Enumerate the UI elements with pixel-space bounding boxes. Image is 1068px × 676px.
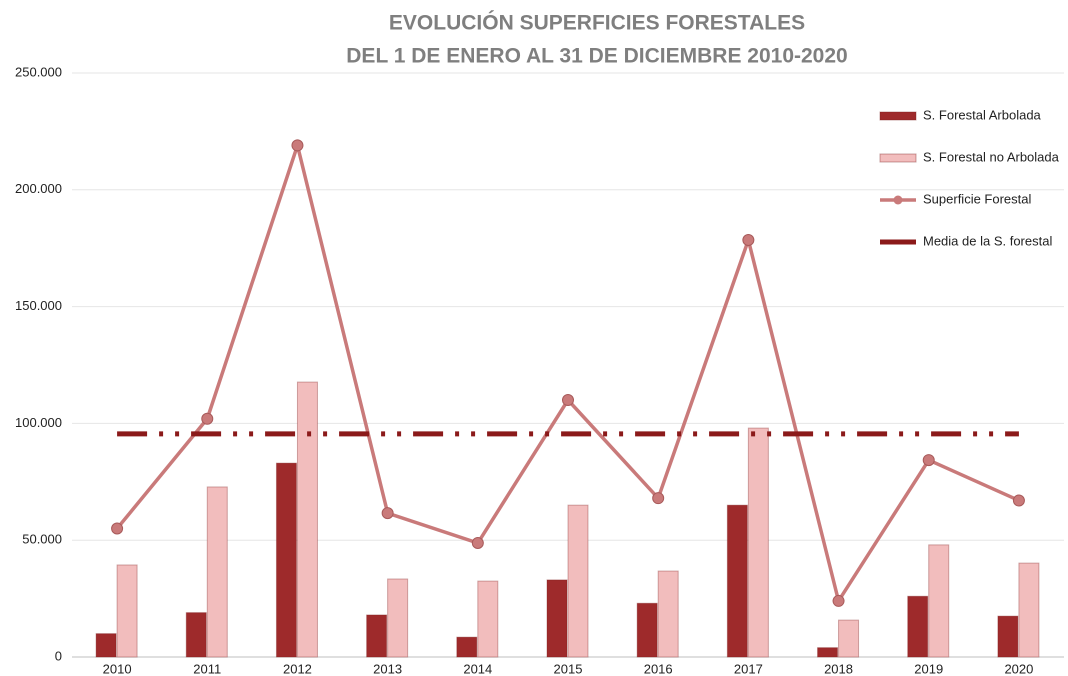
y-tick-label: 200.000: [15, 181, 62, 196]
y-tick-label: 100.000: [15, 415, 62, 430]
bar: [185, 612, 207, 658]
bar: [1018, 562, 1040, 658]
x-tick-label: 2015: [554, 661, 583, 676]
legend-swatch: [893, 195, 903, 205]
marker: [562, 394, 574, 407]
bar: [296, 381, 318, 658]
marker: [381, 507, 394, 520]
legend-label: S. Forestal Arbolada: [923, 107, 1042, 122]
marker: [201, 412, 214, 425]
y-tick-label: 250.000: [15, 64, 62, 79]
bar: [997, 615, 1019, 658]
legend-label: Superficie Forestal: [923, 191, 1031, 206]
x-tick-label: 2014: [463, 661, 492, 676]
marker: [291, 139, 304, 152]
y-tick-label: 50.000: [22, 532, 62, 547]
bar: [387, 578, 409, 658]
marker: [111, 522, 124, 535]
bar: [546, 579, 568, 658]
bar: [907, 595, 929, 658]
x-tick-label: 2017: [734, 661, 763, 676]
bar: [657, 570, 679, 658]
marker: [922, 454, 935, 467]
chart-title: DEL 1 DE ENERO AL 31 DE DICIEMBRE 2010-2…: [346, 45, 847, 68]
legend-swatch: [879, 111, 917, 121]
bar: [275, 462, 297, 658]
bar: [456, 636, 478, 658]
marker: [832, 594, 845, 607]
bar: [116, 564, 138, 658]
y-tick-label: 0: [55, 648, 62, 663]
marker: [471, 537, 484, 550]
x-tick-label: 2016: [644, 661, 673, 676]
y-tick-label: 150.000: [15, 298, 62, 313]
legend-label: S. Forestal no Arbolada: [923, 149, 1060, 164]
bar: [726, 504, 748, 658]
x-tick-label: 2020: [1004, 661, 1033, 676]
bar: [928, 544, 950, 658]
legend-label: Media de la S. forestal: [923, 233, 1052, 248]
bar: [366, 614, 388, 658]
x-tick-label: 2010: [103, 661, 132, 676]
marker: [1012, 494, 1025, 507]
x-tick-label: 2018: [824, 661, 853, 676]
bar: [206, 486, 228, 658]
x-tick-label: 2013: [373, 661, 402, 676]
bar: [636, 602, 658, 658]
chart-title: EVOLUCIÓN SUPERFICIES FORESTALES: [389, 11, 805, 35]
x-tick-label: 2011: [193, 661, 221, 676]
marker: [742, 234, 755, 247]
x-tick-label: 2019: [914, 661, 943, 676]
bar: [567, 504, 589, 658]
bar: [95, 633, 117, 658]
marker: [652, 492, 665, 505]
x-tick-label: 2012: [283, 661, 312, 676]
legend-swatch: [879, 153, 917, 163]
bar: [747, 427, 769, 658]
bar: [838, 619, 860, 658]
bar: [477, 580, 499, 658]
bar: [817, 647, 839, 658]
